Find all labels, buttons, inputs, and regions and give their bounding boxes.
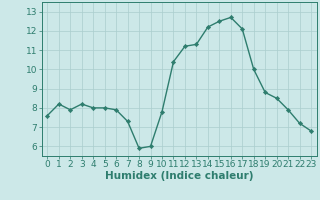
X-axis label: Humidex (Indice chaleur): Humidex (Indice chaleur)	[105, 171, 253, 181]
